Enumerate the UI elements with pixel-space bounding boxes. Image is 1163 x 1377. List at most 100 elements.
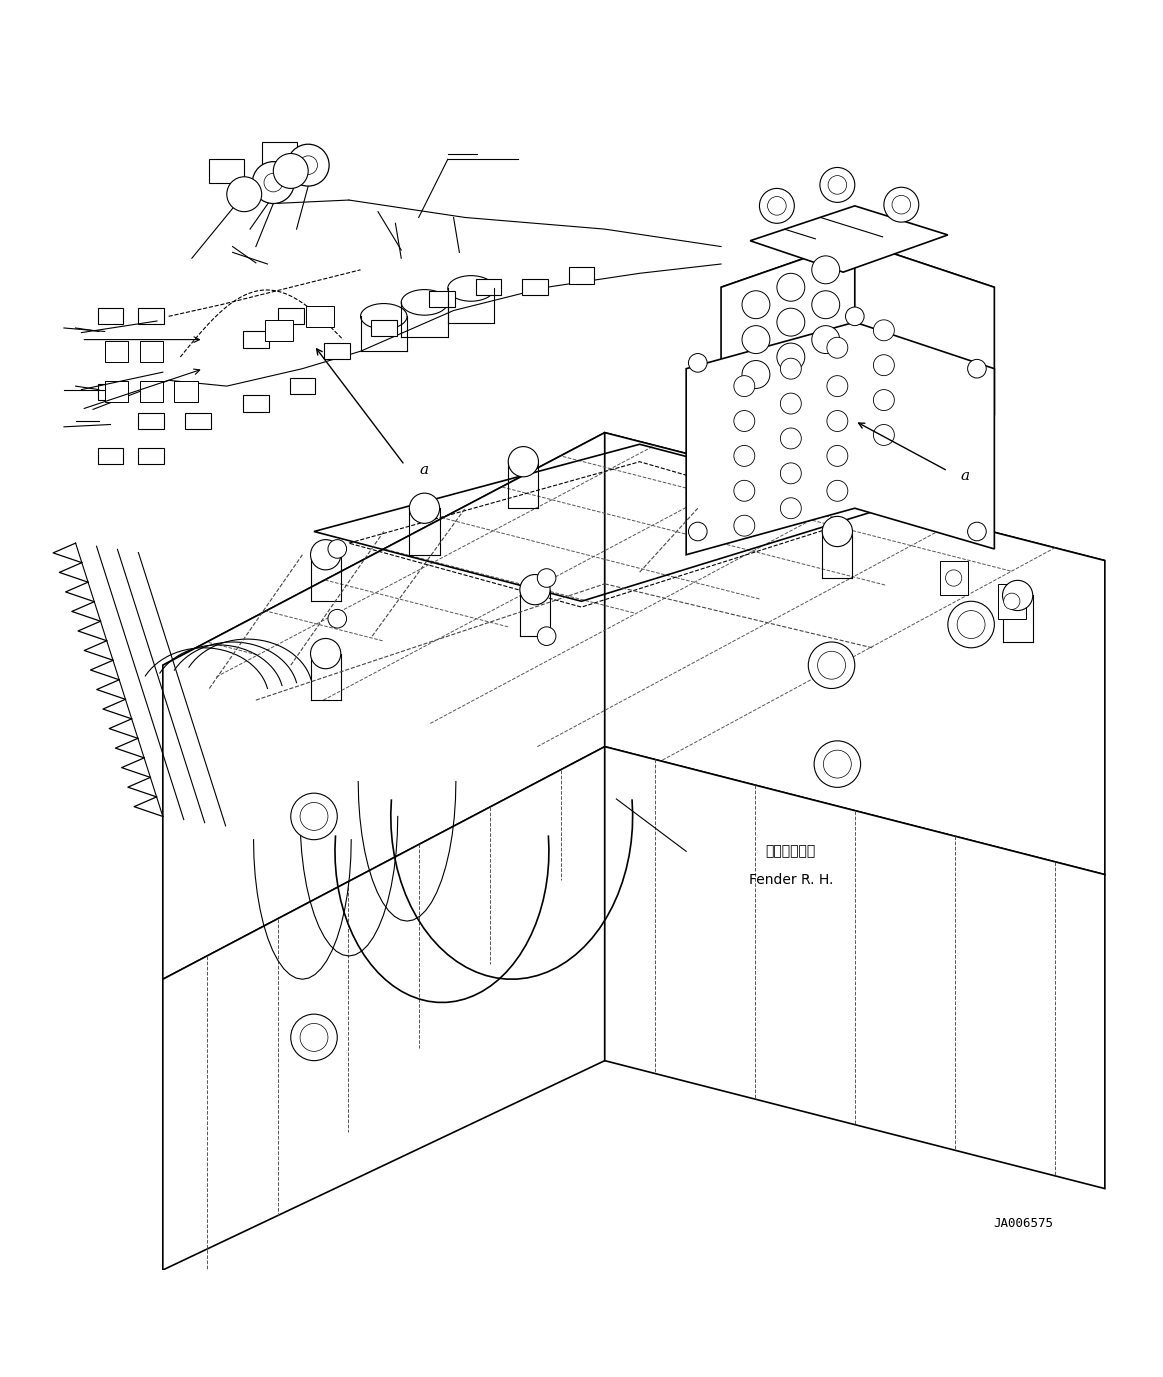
Circle shape — [300, 803, 328, 830]
Circle shape — [968, 359, 986, 377]
Ellipse shape — [361, 303, 407, 329]
Circle shape — [252, 161, 294, 204]
Bar — [324, 343, 350, 359]
Circle shape — [777, 308, 805, 336]
Bar — [278, 308, 304, 325]
Circle shape — [734, 410, 755, 431]
Circle shape — [827, 481, 848, 501]
Circle shape — [291, 793, 337, 840]
Bar — [476, 280, 501, 296]
Circle shape — [264, 174, 283, 191]
Polygon shape — [605, 432, 1105, 874]
Circle shape — [508, 446, 538, 476]
Circle shape — [688, 354, 707, 372]
Circle shape — [892, 196, 911, 213]
Circle shape — [734, 445, 755, 467]
Bar — [98, 384, 123, 401]
Circle shape — [873, 424, 894, 445]
Bar — [98, 308, 123, 325]
Circle shape — [777, 343, 805, 370]
Circle shape — [827, 445, 848, 467]
Circle shape — [828, 176, 847, 194]
Circle shape — [827, 410, 848, 431]
Circle shape — [688, 522, 707, 541]
Circle shape — [328, 540, 347, 558]
Circle shape — [946, 570, 962, 587]
Circle shape — [537, 569, 556, 588]
Circle shape — [291, 1013, 337, 1060]
Circle shape — [780, 463, 801, 483]
Circle shape — [818, 651, 846, 679]
Circle shape — [300, 1023, 328, 1052]
Bar — [105, 381, 128, 402]
Bar — [940, 560, 968, 595]
Bar — [243, 332, 269, 348]
Circle shape — [734, 481, 755, 501]
Circle shape — [823, 750, 851, 778]
Circle shape — [311, 639, 341, 669]
Circle shape — [873, 390, 894, 410]
Bar — [522, 280, 548, 296]
Polygon shape — [163, 746, 605, 1270]
Circle shape — [734, 515, 755, 536]
Polygon shape — [721, 241, 994, 333]
Circle shape — [846, 307, 864, 325]
Circle shape — [780, 428, 801, 449]
Circle shape — [273, 153, 308, 189]
Circle shape — [777, 273, 805, 302]
Polygon shape — [855, 241, 994, 416]
Polygon shape — [686, 322, 994, 555]
Circle shape — [287, 145, 329, 186]
Circle shape — [827, 337, 848, 358]
Circle shape — [780, 497, 801, 519]
Circle shape — [780, 358, 801, 379]
Text: Fender R. H.: Fender R. H. — [749, 873, 833, 887]
Circle shape — [820, 168, 855, 202]
Circle shape — [759, 189, 794, 223]
Bar — [306, 306, 334, 326]
Bar — [265, 319, 293, 340]
Bar — [262, 142, 297, 165]
Circle shape — [814, 741, 861, 788]
Circle shape — [808, 642, 855, 688]
Circle shape — [1003, 580, 1033, 610]
Circle shape — [742, 325, 770, 354]
Bar — [174, 381, 198, 402]
Circle shape — [537, 627, 556, 646]
Polygon shape — [721, 241, 855, 416]
Polygon shape — [163, 432, 1105, 782]
Bar — [998, 584, 1026, 618]
Circle shape — [884, 187, 919, 222]
Circle shape — [812, 291, 840, 318]
Polygon shape — [605, 746, 1105, 1188]
Bar — [105, 340, 128, 362]
Bar — [569, 267, 594, 284]
Circle shape — [328, 610, 347, 628]
Circle shape — [520, 574, 550, 605]
Bar — [138, 308, 164, 325]
Ellipse shape — [401, 289, 448, 315]
Bar — [138, 448, 164, 464]
Circle shape — [742, 361, 770, 388]
Bar — [138, 413, 164, 430]
Circle shape — [409, 493, 440, 523]
Bar — [290, 377, 315, 394]
Bar — [371, 319, 397, 336]
Bar — [98, 448, 123, 464]
Circle shape — [873, 355, 894, 376]
Circle shape — [957, 610, 985, 639]
Text: JA006575: JA006575 — [993, 1217, 1054, 1230]
Bar — [140, 381, 163, 402]
Ellipse shape — [448, 275, 494, 302]
Bar — [140, 340, 163, 362]
Text: a: a — [961, 468, 970, 483]
Circle shape — [227, 176, 262, 212]
Circle shape — [742, 291, 770, 318]
Circle shape — [780, 392, 801, 414]
Bar — [185, 413, 211, 430]
Circle shape — [768, 197, 786, 215]
Circle shape — [873, 319, 894, 340]
Circle shape — [1004, 593, 1020, 610]
Circle shape — [299, 156, 317, 175]
Text: フェンダ　右: フェンダ 右 — [765, 844, 816, 858]
